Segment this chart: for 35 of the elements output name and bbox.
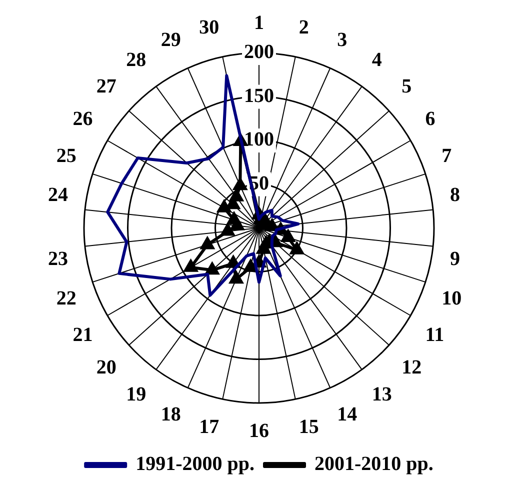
spoke-label: 8 <box>450 184 460 206</box>
spoke-label: 4 <box>372 48 382 71</box>
spoke-label: 19 <box>126 384 146 406</box>
spoke-label: 9 <box>450 248 460 270</box>
spoke-label: 24 <box>48 184 68 206</box>
spoke-label: 26 <box>72 108 93 130</box>
spoke-label: 22 <box>56 288 76 310</box>
spoke-label: 25 <box>56 144 76 167</box>
spoke-label: 12 <box>402 356 422 379</box>
spoke-label: 2 <box>298 16 309 38</box>
spoke-label: 16 <box>249 420 269 442</box>
spoke-label: 7 <box>442 144 452 167</box>
spoke-label: 27 <box>96 76 116 98</box>
spoke-label: 14 <box>337 404 358 426</box>
spoke-label: 21 <box>72 324 93 346</box>
y-tick-label: 100 <box>244 128 274 151</box>
y-tick-label: 200 <box>244 41 274 64</box>
legend-label: 2001-2010 pp. <box>314 453 434 476</box>
spoke-label: 3 <box>337 28 348 51</box>
y-tick-label: 150 <box>244 84 274 107</box>
spoke-label: 23 <box>48 248 68 270</box>
spoke-label: 1 <box>254 12 264 34</box>
spoke-label: 28 <box>126 48 146 71</box>
spoke-label: 15 <box>298 416 319 438</box>
spoke-label: 30 <box>199 16 220 38</box>
spoke-label: 5 <box>402 76 412 98</box>
spoke-label: 13 <box>372 384 392 406</box>
legend-label: 1991-2000 pp. <box>136 453 254 476</box>
spoke-label: 6 <box>425 108 436 130</box>
spoke-label: 29 <box>160 28 181 51</box>
spoke-label: 17 <box>199 416 220 438</box>
spoke-label: 20 <box>96 356 116 379</box>
spoke-label: 10 <box>442 288 462 310</box>
spoke-label: 18 <box>160 404 181 426</box>
spoke-label: 11 <box>425 324 444 346</box>
